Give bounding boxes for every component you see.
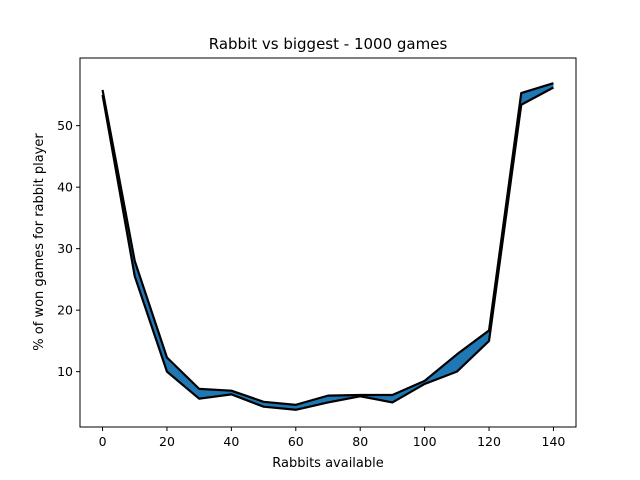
x-tick-label: 140 xyxy=(542,434,566,449)
x-tick-label: 0 xyxy=(99,434,107,449)
x-tick-label: 120 xyxy=(477,434,501,449)
y-axis: 10 20 30 40 50 xyxy=(57,118,80,379)
y-axis-label: % of won games for rabbit player xyxy=(32,133,47,351)
y-tick-label: 40 xyxy=(57,180,73,195)
upper-bound-line xyxy=(101,82,554,406)
y-tick-label: 30 xyxy=(57,241,73,256)
y-tick-label: 20 xyxy=(57,303,73,318)
band-layer xyxy=(101,82,554,411)
x-tick-label: 60 xyxy=(288,434,304,449)
x-tick-label: 20 xyxy=(159,434,175,449)
chart-title: Rabbit vs biggest - 1000 games xyxy=(209,35,448,53)
x-tick-label: 40 xyxy=(223,434,239,449)
plot-frame xyxy=(79,57,577,428)
x-axis: 0 20 40 60 80 100 120 140 xyxy=(99,427,566,449)
y-tick-label: 10 xyxy=(57,364,73,379)
y-tick-label: 50 xyxy=(57,118,73,133)
lower-bound-line xyxy=(101,86,554,411)
x-tick-label: 100 xyxy=(413,434,437,449)
x-axis-label: Rabbits available xyxy=(272,456,384,471)
x-tick-label: 80 xyxy=(352,434,368,449)
